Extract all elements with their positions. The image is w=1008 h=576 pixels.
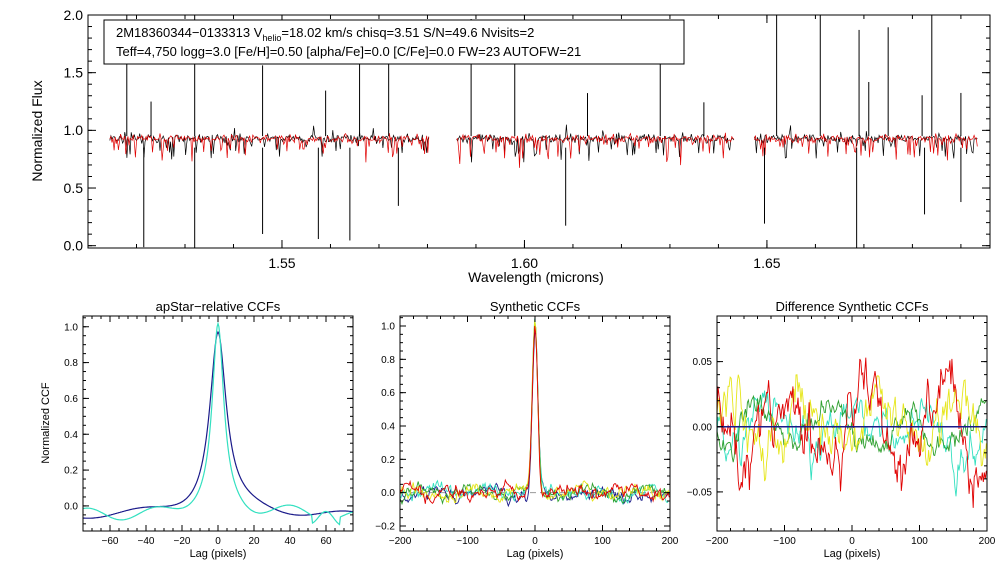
y-tick-label: 0.2: [64, 466, 78, 477]
y-tick-label: 1.0: [64, 122, 84, 138]
x-tick-label: 1.60: [511, 255, 538, 271]
y-tick-label: 0.0: [64, 501, 78, 512]
y-tick-label: −0.05: [687, 487, 713, 498]
x-tick-label: 1.65: [753, 255, 780, 271]
apstar-ccf-visit 1: [83, 330, 353, 519]
apstar-ccf-visit 2: [83, 321, 353, 526]
apstar-title: apStar−relative CCFs: [156, 299, 281, 314]
apstar-ccf-panel: −60 −40 −20 0 20 40 60 0.0 0.2 0.4 0.6 0.8 1.0 apSta…: [40, 299, 354, 560]
y-tick-label: 0.8: [64, 358, 78, 369]
spectrum-xlabel: Wavelength (microns): [468, 269, 604, 285]
y-tick-label: 0.00: [693, 422, 713, 433]
x-tick-label: −100: [773, 536, 796, 547]
y-tick-label: 0.0: [381, 488, 395, 499]
spectrum-model-line: [456, 132, 735, 168]
y-tick-label: 1.5: [64, 65, 84, 81]
info-line-2: Teff=4,750 logg=3.0 [Fe/H]=0.50 [alpha/F…: [116, 44, 581, 59]
difference-xlabel: Lag (pixels): [824, 548, 881, 560]
difference-title: Difference Synthetic CCFs: [776, 299, 929, 314]
difference-ccf-d5: [717, 357, 987, 508]
y-tick-label: 0.5: [64, 180, 84, 196]
y-tick-label: 0.2: [381, 455, 395, 466]
apstar-axes: −60 −40 −20 0 20 40 60 0.0 0.2 0.4 0.6 0.8 1.0: [64, 316, 354, 547]
spectrum-panel: 1.55 1.60 1.65 0.0 0.5 1.0 1.5 2.0 2M18360344−0…: [29, 7, 991, 285]
difference-ccf-d4: [717, 374, 987, 482]
x-tick-label: 0: [849, 536, 855, 547]
x-tick-label: −60: [102, 536, 119, 547]
x-tick-label: 100: [911, 536, 928, 547]
x-tick-label: 0: [532, 536, 538, 547]
x-tick-label: 40: [284, 536, 296, 547]
y-tick-label: 0.4: [64, 430, 78, 441]
difference-ccf-panel: −200 −100 0 100 200 −0.05 0.00 0.05 Difference …: [687, 299, 996, 560]
spectrum-plot-frame: [87, 14, 991, 249]
x-tick-label: 1.55: [268, 255, 295, 271]
x-tick-label: 20: [248, 536, 260, 547]
x-tick-label: −100: [456, 536, 479, 547]
y-tick-label: −0.2: [375, 522, 395, 533]
synthetic-xlabel: Lag (pixels): [507, 548, 564, 560]
synthetic-axes: −200 −100 0 100 200 −0.2 0.0 0.2 0.4 0.6 0.8 1.0: [375, 316, 679, 547]
y-tick-label: 0.6: [64, 394, 78, 405]
synthetic-title: Synthetic CCFs: [490, 299, 581, 314]
info-line-1-a: 2M18360344−0133313 V: [116, 25, 263, 40]
difference-ccf-d3: [717, 394, 987, 463]
apstar-plot-frame: [82, 315, 354, 532]
synthetic-ccf-s2: [400, 318, 670, 505]
info-line-1-b: =18.02 km/s chisq=3.51 S/N=49.6 Nvisits=…: [281, 25, 534, 40]
spectrum-info-box: [103, 19, 685, 65]
info-line-1-sub: helio: [262, 33, 281, 43]
y-tick-label: 0.8: [381, 355, 395, 366]
spectrum-model-line: [109, 132, 430, 163]
difference-series-group: [717, 357, 987, 508]
y-tick-label: 0.6: [381, 388, 395, 399]
spectrum-observed-line: [109, 125, 430, 160]
spectrum-ylabel: Normalized Flux: [29, 80, 45, 181]
synthetic-series-group: [400, 318, 670, 508]
x-tick-label: 60: [320, 536, 332, 547]
info-line-1: 2M18360344−0133313 Vhelio=18.02 km/s chi…: [116, 25, 534, 43]
y-tick-label: 1.0: [381, 322, 395, 333]
y-tick-label: 0.0: [64, 238, 84, 254]
y-tick-label: 0.05: [693, 357, 713, 368]
apstar-xlabel: Lag (pixels): [190, 548, 247, 560]
apstar-ylabel: Normalized CCF: [40, 382, 52, 464]
y-tick-label: 1.0: [64, 322, 78, 333]
y-tick-label: 2.0: [64, 7, 84, 23]
x-tick-label: 0: [215, 536, 221, 547]
y-tick-label: 0.4: [381, 422, 395, 433]
synthetic-ccf-s4: [400, 319, 670, 504]
synthetic-ccf-s1: [400, 331, 670, 508]
synthetic-ccf-s5: [400, 325, 670, 504]
x-tick-label: −200: [389, 536, 412, 547]
x-tick-label: 200: [662, 536, 679, 547]
x-tick-label: −40: [138, 536, 155, 547]
synthetic-ccf-s3: [400, 323, 670, 506]
spectrum-axes: 1.55 1.60 1.65 0.0 0.5 1.0 1.5 2.0: [64, 7, 990, 271]
apstar-series-group: [83, 321, 353, 526]
spectrum-model-line: [753, 132, 978, 161]
x-tick-label: 100: [594, 536, 611, 547]
difference-axes: −200 −100 0 100 200 −0.05 0.00 0.05: [687, 316, 996, 547]
x-tick-label: −20: [174, 536, 191, 547]
synthetic-ccf-panel: −200 −100 0 100 200 −0.2 0.0 0.2 0.4 0.6 0.8 1.0 Sy…: [375, 299, 679, 560]
x-tick-label: 200: [979, 536, 996, 547]
x-tick-label: −200: [706, 536, 729, 547]
